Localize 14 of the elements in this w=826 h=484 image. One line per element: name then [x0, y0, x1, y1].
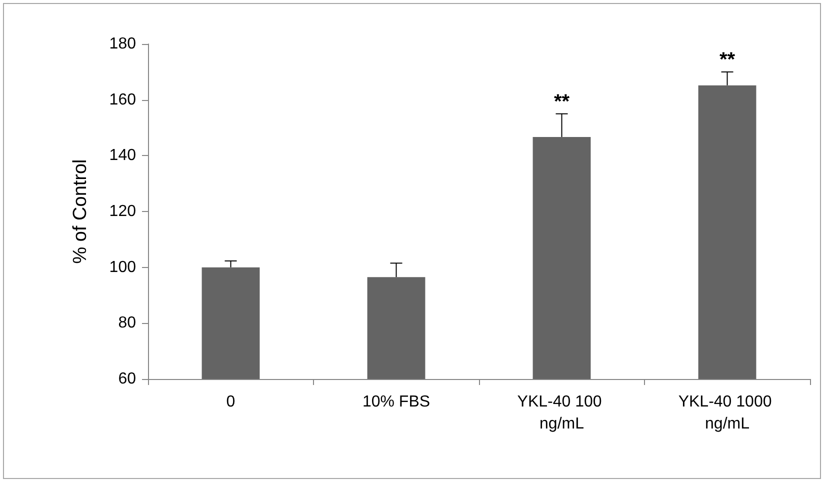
- y-tick-label: 100: [109, 258, 136, 276]
- y-tick-label: 80: [118, 314, 136, 332]
- y-tick-label: 180: [109, 36, 136, 52]
- y-axis-title: % of Control: [70, 159, 91, 264]
- annotation: **: [719, 48, 736, 71]
- x-tick-label: 10% FBS: [362, 394, 430, 410]
- x-tick-label: YKL-40 1000 ng/mL: [678, 394, 776, 432]
- x-tick-label: 0: [226, 394, 236, 410]
- y-tick-label: 160: [109, 91, 136, 108]
- y-tick-label: 120: [109, 203, 136, 220]
- x-tick-label: YKL-40 100 ng/mL: [517, 394, 606, 432]
- y-tick-label: 140: [109, 147, 136, 164]
- y-tick-label: 60: [118, 370, 136, 388]
- annotation: **: [554, 90, 570, 113]
